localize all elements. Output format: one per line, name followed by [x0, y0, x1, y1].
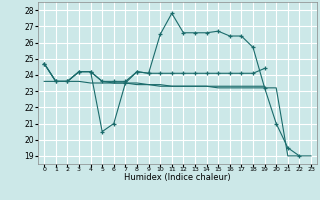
- X-axis label: Humidex (Indice chaleur): Humidex (Indice chaleur): [124, 173, 231, 182]
